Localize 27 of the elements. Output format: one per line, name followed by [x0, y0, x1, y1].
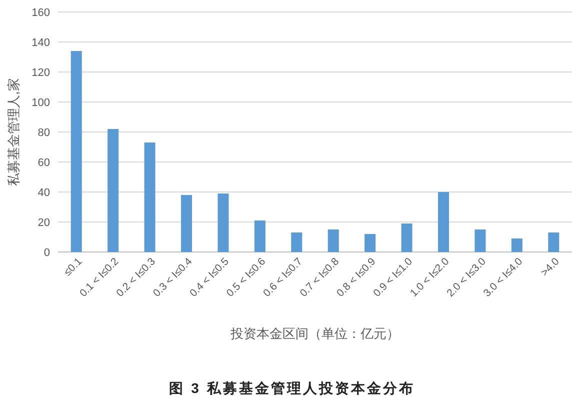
- x-tick-label: ≤0.1: [62, 256, 85, 279]
- y-tick-label: 0: [44, 247, 50, 259]
- bar: [474, 230, 486, 252]
- bar: [144, 142, 156, 252]
- bar: [108, 129, 119, 252]
- y-tick-label: 160: [32, 7, 50, 19]
- y-tick-label: 140: [32, 37, 50, 49]
- bar: [254, 220, 266, 252]
- x-axis-title: 投资本金区间（单位：亿元）: [230, 326, 400, 341]
- y-tick-label: 40: [38, 187, 50, 199]
- bar: [364, 234, 376, 252]
- bar: [291, 232, 302, 252]
- bar: [438, 192, 450, 252]
- y-tick-label: 120: [32, 67, 50, 79]
- bar: [401, 224, 412, 252]
- y-tick-label: 20: [38, 217, 50, 229]
- y-tick-label: 100: [32, 97, 50, 109]
- y-axis-title: 私募基金管理人,家: [6, 78, 21, 186]
- bar: [218, 194, 229, 252]
- bar: [70, 51, 82, 252]
- bar: [328, 230, 339, 252]
- bar: [511, 238, 522, 252]
- bar: [180, 195, 192, 252]
- y-tick-label: 60: [38, 157, 50, 169]
- bar: [548, 232, 560, 252]
- text: 图 3 私募基金管理人投资本金分布: [169, 380, 415, 396]
- y-tick-label: 80: [38, 127, 50, 139]
